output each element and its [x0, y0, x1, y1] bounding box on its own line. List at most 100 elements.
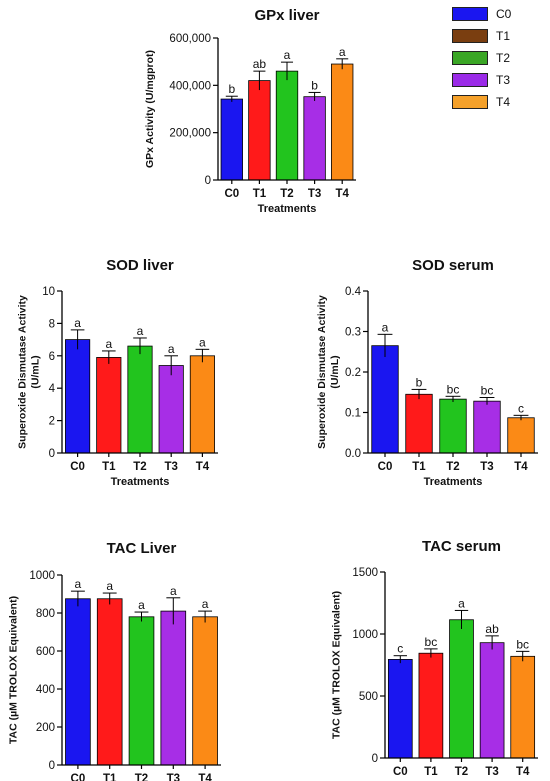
y-tick-label: 6 — [49, 351, 55, 363]
y-axis-label: Superoxide Dismutase Activity(U/mL) — [316, 295, 341, 449]
x-tick-label: C0 — [224, 188, 239, 200]
significance-letter: bc — [481, 384, 494, 398]
y-tick-label: 8 — [49, 318, 55, 330]
chart-sod-liver: SOD liver a C0 a T1 a T2 a T3 a T4 0 2 4 6 8 10 Treatment… — [17, 257, 218, 488]
legend-label: T2 — [496, 51, 511, 65]
x-tick-label: T3 — [167, 773, 180, 781]
significance-letter: ab — [253, 57, 267, 71]
x-tick-label: T1 — [424, 766, 438, 778]
y-tick-label: 1000 — [352, 629, 378, 641]
y-tick-label: 0 — [372, 753, 378, 765]
x-tick-label: T4 — [196, 461, 210, 473]
bar-c0 — [371, 345, 399, 454]
significance-letter: c — [397, 642, 403, 656]
bar-c0 — [65, 598, 91, 766]
significance-letter: a — [199, 335, 206, 349]
significance-letter: a — [75, 577, 82, 591]
significance-letter: b — [228, 82, 235, 96]
x-tick-label: T1 — [253, 188, 267, 200]
y-tick-label: 0.0 — [345, 448, 361, 460]
x-tick-label: T1 — [102, 461, 116, 473]
significance-letter: a — [138, 598, 145, 612]
y-tick-label: 1500 — [352, 567, 378, 579]
legend-swatch — [452, 29, 488, 43]
x-tick-label: T2 — [446, 461, 459, 473]
bar-t1 — [248, 80, 271, 181]
significance-letter: a — [170, 584, 177, 598]
chart-title: GPx liver — [254, 7, 319, 24]
bar-t3 — [158, 365, 184, 454]
bar-t4 — [189, 355, 215, 454]
legend-label: T4 — [496, 95, 511, 109]
x-axis-label: Treatments — [111, 476, 170, 488]
significance-letter: c — [518, 401, 524, 415]
y-tick-label: 0.4 — [345, 286, 362, 298]
x-tick-label: T2 — [135, 773, 148, 781]
x-tick-label: T1 — [103, 773, 117, 781]
x-tick-label: T2 — [133, 461, 146, 473]
bar-t1 — [96, 357, 122, 454]
y-tick-label: 0.1 — [345, 408, 361, 420]
x-tick-label: T4 — [335, 188, 349, 200]
legend-label: T3 — [496, 73, 511, 87]
legend-label: C0 — [496, 7, 512, 21]
significance-letter: a — [458, 596, 465, 610]
legend-label: T1 — [496, 29, 511, 43]
significance-letter: a — [74, 316, 81, 330]
bar-t4 — [507, 417, 535, 454]
x-tick-label: T3 — [164, 461, 177, 473]
bar-t3 — [473, 400, 501, 454]
y-tick-label: 800 — [36, 608, 55, 620]
legend-item-t2: T2 — [452, 47, 548, 69]
y-tick-label: 600,000 — [169, 33, 211, 45]
bar-c0 — [65, 339, 91, 454]
significance-letter: a — [137, 324, 144, 338]
bar-t2 — [439, 398, 467, 454]
significance-letter: bc — [447, 382, 460, 396]
x-tick-label: C0 — [70, 461, 85, 473]
chart-tac-serum: TAC serum c C0 bc T1 a T2 ab T3 bc T4 0 500 1000 1500 T… — [330, 538, 538, 778]
x-axis-label: Treatments — [424, 476, 483, 488]
chart-title: TAC serum — [422, 538, 501, 555]
significance-letter: bc — [425, 635, 438, 649]
y-axis-label: GPx Activity (U/mgprot) — [144, 50, 156, 168]
legend-item-t3: T3 — [452, 69, 548, 91]
significance-letter: a — [106, 579, 113, 593]
y-tick-label: 4 — [49, 383, 56, 395]
y-tick-label: 0 — [205, 175, 211, 187]
chart-sod-serum: SOD serum a C0 b T1 bc T2 bc T3 c T4 0.0 0.1 0.2 0.3 0.… — [316, 257, 538, 488]
bar-t2 — [127, 345, 153, 454]
y-tick-label: 400,000 — [169, 80, 211, 92]
significance-letter: a — [284, 48, 291, 62]
x-tick-label: T3 — [308, 188, 321, 200]
y-tick-label: 0 — [49, 448, 55, 460]
y-tick-label: 600 — [36, 646, 55, 658]
significance-letter: a — [339, 45, 346, 59]
x-tick-label: T2 — [280, 188, 293, 200]
y-tick-label: 1000 — [29, 570, 55, 582]
x-tick-label: C0 — [393, 766, 408, 778]
x-tick-label: T3 — [485, 766, 498, 778]
x-tick-label: T1 — [412, 461, 426, 473]
bar-t2 — [128, 616, 155, 766]
x-tick-label: C0 — [378, 461, 393, 473]
y-tick-label: 2 — [49, 416, 55, 428]
legend-swatch — [452, 7, 488, 21]
legend-swatch — [452, 73, 488, 87]
y-tick-label: 400 — [36, 684, 55, 696]
x-tick-label: C0 — [71, 773, 86, 781]
bar-t1 — [96, 598, 123, 766]
legend-item-t1: T1 — [452, 25, 548, 47]
y-tick-label: 0.3 — [345, 327, 361, 339]
bar-t3 — [160, 610, 187, 766]
bar-t4 — [331, 63, 354, 181]
significance-letter: a — [382, 320, 389, 334]
bar-t1 — [405, 393, 433, 454]
bar-t3 — [303, 96, 326, 181]
significance-letter: b — [416, 375, 423, 389]
y-axis-label: TAC (µM TROLOX Equivalent) — [330, 591, 342, 739]
y-tick-label: 0.2 — [345, 367, 361, 379]
chart-title: SOD liver — [106, 257, 174, 274]
chart-title: SOD serum — [412, 257, 494, 274]
significance-letter: a — [105, 337, 112, 351]
